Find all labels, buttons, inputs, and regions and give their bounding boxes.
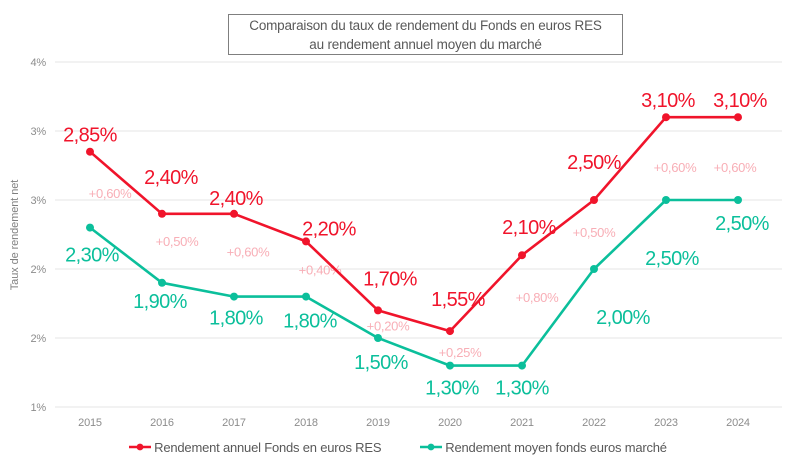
res-value-label: 1,70%	[363, 268, 418, 290]
legend-item-marche: Rendement moyen fonds euros marché	[419, 440, 667, 455]
marche-value-label: 1,80%	[209, 308, 264, 330]
chart-title: Comparaison du taux de rendement du Fond…	[228, 14, 623, 55]
marche-value-label: 1,90%	[133, 291, 188, 313]
res-value-label: 2,20%	[302, 218, 357, 240]
marche-point-2024	[734, 196, 742, 204]
res-line	[88, 115, 740, 333]
marche-value-label: 1,50%	[354, 352, 409, 374]
marche-point-2020	[446, 361, 454, 370]
marche-point-2018	[302, 292, 310, 301]
res-point-2016	[158, 209, 166, 218]
diff-label: +0,60%	[227, 245, 270, 260]
y-axis-title: Taux de rendement net	[9, 179, 21, 291]
marche-line	[88, 198, 740, 367]
res-point-2019	[374, 306, 382, 315]
res-point-2024	[734, 113, 742, 122]
x-tick-label: 2019	[366, 417, 390, 429]
y-tick-label: 2%	[31, 333, 47, 345]
x-tick-label: 2024	[726, 417, 750, 429]
chart-title-line2: au rendement annuel moyen du marché	[309, 36, 542, 52]
y-tick-label: 2%	[31, 264, 47, 276]
res-value-label: 2,50%	[567, 152, 622, 174]
res-value-label: 2,40%	[209, 188, 264, 210]
x-tick-label: 2021	[510, 417, 534, 429]
marche-point-2021	[518, 361, 526, 370]
res-point-2017	[230, 209, 238, 218]
marche-value-label: 2,50%	[715, 213, 770, 235]
legend-label-res: Rendement annuel Fonds en euros RES	[154, 439, 382, 455]
legend: Rendement annuel Fonds en euros RES Rend…	[0, 436, 795, 458]
res-value-label: 3,10%	[713, 90, 768, 112]
marche-point-2017	[230, 292, 238, 301]
x-tick-label: 2020	[438, 417, 462, 429]
y-tick-label: 1%	[31, 402, 47, 414]
res-point-2020	[446, 327, 454, 336]
diff-label: +0,60%	[714, 160, 757, 175]
legend-label-marche: Rendement moyen fonds euros marché	[445, 439, 667, 455]
marche-point-2015	[86, 223, 94, 232]
x-tick-label: 2017	[222, 417, 246, 429]
y-tick-label: 3%	[31, 195, 47, 207]
marche-point-2022	[590, 265, 598, 273]
res-point-2023	[662, 113, 670, 122]
res-point-2015	[86, 147, 94, 156]
x-tick-label: 2018	[294, 417, 318, 429]
diff-label: +0,50%	[156, 234, 199, 249]
legend-marker-marche-icon	[420, 443, 443, 451]
y-tick-label: 4%	[31, 57, 47, 69]
y-tick-label: 3%	[31, 126, 47, 138]
diff-label: +0,20%	[367, 319, 410, 334]
marche-value-label: 1,30%	[425, 378, 480, 400]
res-value-label: 2,10%	[502, 217, 557, 239]
diff-label: +0,50%	[573, 225, 616, 240]
res-value-label: 1,55%	[431, 289, 486, 311]
x-tick-label: 2015	[78, 417, 102, 429]
chart-title-line1: Comparaison du taux de rendement du Fond…	[249, 17, 602, 33]
res-point-2021	[518, 251, 526, 260]
diff-label: +0,60%	[89, 186, 132, 201]
res-point-2018	[302, 237, 310, 246]
diff-label: +0,25%	[439, 345, 482, 360]
x-tick-label: 2022	[582, 417, 606, 429]
marche-value-label: 1,30%	[495, 378, 550, 400]
marche-value-label: 2,50%	[645, 248, 700, 270]
res-point-2022	[590, 196, 598, 204]
res-value-label: 2,85%	[63, 125, 118, 147]
res-value-label: 3,10%	[641, 90, 696, 112]
legend-item-res: Rendement annuel Fonds en euros RES	[128, 440, 381, 455]
x-tick-label: 2023	[654, 417, 678, 429]
res-value-label: 2,40%	[144, 167, 199, 189]
marche-point-2019	[374, 334, 382, 342]
diff-label: +0,80%	[516, 290, 559, 305]
marche-point-2023	[662, 196, 670, 204]
x-tick-label: 2016	[150, 417, 174, 429]
marche-value-label: 1,80%	[283, 311, 338, 333]
marche-point-2016	[158, 278, 166, 287]
legend-marker-res-icon	[129, 443, 152, 451]
diff-label: +0,60%	[654, 160, 697, 175]
marche-value-label: 2,30%	[65, 245, 120, 267]
marche-value-label: 2,00%	[596, 307, 651, 329]
